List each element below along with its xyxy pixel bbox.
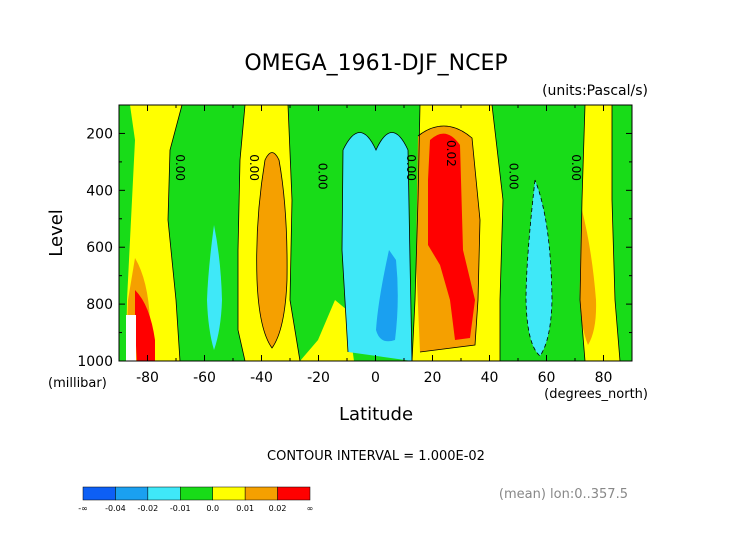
contour-interval-text: CONTOUR INTERVAL = 1.000E-02: [267, 449, 485, 464]
colorbar-tick-label: -0.04: [105, 504, 126, 513]
contour-line: [411, 105, 421, 361]
contour-value-label: 0.00: [316, 163, 330, 190]
colorbar-tick-label: 0.02: [269, 504, 287, 513]
green-band-southern-pole: [119, 105, 135, 361]
contour-line: [256, 152, 288, 349]
orange-cell-right: [579, 210, 597, 345]
contour-value-label: 0.00: [247, 154, 261, 181]
y-unit-label: (millibar): [48, 376, 107, 391]
green-band-polar-north: [612, 105, 632, 361]
colorbar-tick-label: 0.0: [206, 504, 219, 513]
x-tick-label: 60: [538, 370, 556, 386]
x-axis-title: Latitude: [339, 404, 413, 425]
red-cell-northern: [428, 133, 475, 340]
colorbar-tick-label: -0.01: [170, 504, 191, 513]
contour-line: [417, 125, 481, 353]
y-tick-label: 800: [86, 297, 113, 313]
contour-line: [287, 105, 301, 361]
contour-line: [341, 132, 413, 361]
contour-value-label: 0.00: [173, 154, 187, 181]
mean-text: (mean) lon:0..357.5: [499, 487, 628, 502]
colorbar-tick-label: ∞: [307, 504, 314, 513]
x-tick-label: 80: [595, 370, 613, 386]
chart-title: OMEGA_1961-DJF_NCEP: [244, 51, 507, 76]
cyan-cell-southern: [207, 225, 222, 350]
x-axis: -80 -60 -40 -20 0 20 40 60 80: [118, 105, 633, 386]
x-tick-label: -20: [307, 370, 330, 386]
contour-line: [237, 105, 246, 361]
contour-line: [525, 179, 553, 357]
contour-value-label: 0.02: [444, 140, 458, 167]
x-tick-label: 40: [481, 370, 499, 386]
x-unit-label: (degrees_north): [544, 387, 648, 402]
colorbar-swatch: [244, 486, 278, 501]
contour-line: [491, 105, 504, 361]
y-tick-label: 400: [86, 183, 113, 199]
contour-value-label: 0.00: [569, 154, 583, 181]
y-tick-label: 600: [86, 240, 113, 256]
y-axis: 200 400 600 800 1000: [77, 104, 632, 370]
colorbar-tick-label: -∞: [78, 504, 88, 513]
contour-value-labels: 0.00 0.00 0.00 0.00 0.02 0.00 0.00: [173, 140, 583, 189]
contour-lines: [167, 105, 621, 361]
x-tick-label: -60: [193, 370, 216, 386]
green-band-southern-mid: [168, 105, 245, 361]
x-tick-label: -80: [136, 370, 159, 386]
colorbar-swatch: [180, 486, 213, 501]
y-tick-label: 1000: [77, 354, 113, 370]
contour-line: [579, 105, 586, 361]
red-cell-south-pole: [135, 290, 155, 361]
colorbar-swatch: [277, 486, 311, 501]
colorbar-tick-label: 0.01: [236, 504, 254, 513]
colorbar: -∞ -0.04 -0.02 -0.01 0.0 0.01 0.02 ∞: [78, 486, 314, 513]
colorbar-swatch: [115, 486, 149, 501]
orange-cell-southern: [256, 152, 288, 348]
colorbar-swatch: [212, 486, 246, 501]
y-axis-title: Level: [46, 209, 67, 257]
contour-field: [119, 105, 632, 361]
x-tick-label: 0: [371, 370, 380, 386]
colorbar-tick-label: -0.02: [138, 504, 159, 513]
contour-line: [167, 105, 183, 361]
colorbar-swatch: [147, 486, 181, 501]
blue-cell-equatorial: [376, 250, 398, 342]
contour-value-label: 0.00: [404, 154, 418, 181]
colorbar-swatch: [82, 486, 116, 501]
missing-data-block: [126, 315, 136, 361]
x-tick-label: 20: [424, 370, 442, 386]
y-tick-label: 200: [86, 126, 113, 142]
contour-value-label: 0.00: [506, 163, 520, 190]
cyan-cell-northern: [526, 180, 552, 356]
x-tick-label: -40: [250, 370, 273, 386]
units-label: (units:Pascal/s): [542, 83, 648, 99]
contour-line: [611, 105, 621, 361]
